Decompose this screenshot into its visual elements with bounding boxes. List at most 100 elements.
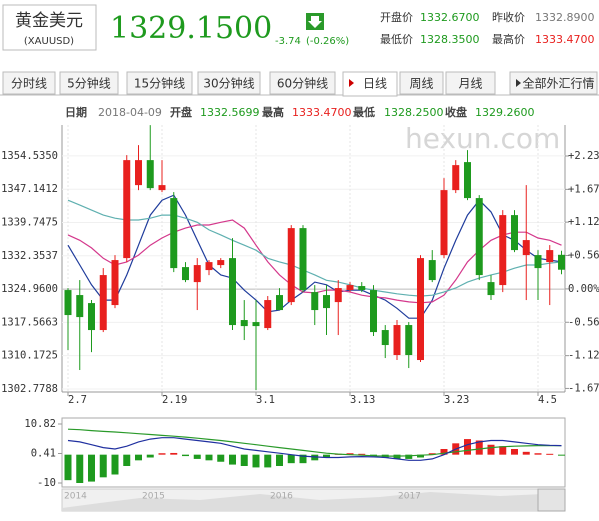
y-tick-label: 1339.7475 [1,216,58,228]
y2-tick-label: 0.00% [568,283,599,295]
watermark: hexun.com [405,122,560,155]
candle-body [135,160,142,186]
tab-label[interactable]: 5分钟线 [67,76,111,91]
tab[interactable] [269,71,336,95]
tab[interactable] [445,71,496,95]
tab[interactable] [59,71,119,95]
indicator-line [67,437,562,461]
name-box [2,4,97,51]
macd-bar [64,454,72,481]
info-label: 最高 [262,105,284,119]
candle-body [158,185,166,191]
tab[interactable] [509,71,598,95]
macd-bar [287,454,295,464]
macd-bar [440,448,448,455]
tab-label[interactable]: 30分钟线 [203,76,254,91]
candle-body [487,282,495,296]
candle-body [323,295,330,309]
candle-body [287,228,295,303]
macd-frame [61,417,566,488]
candle-body [346,285,354,291]
tab-label[interactable]: 分时线 [11,77,47,91]
info-label: 日期 [65,105,87,119]
y2-tick-label: +0.56% [568,250,599,262]
tab-marker [349,79,354,87]
macd-bar [193,454,201,459]
info-value: 1328.2500 [384,106,444,119]
y-tick-label: -10 [37,477,56,489]
tab[interactable] [399,71,444,95]
candle-body [264,300,272,329]
navigator-handle[interactable] [537,488,566,512]
tab-label[interactable]: 日线 [363,77,387,91]
macd-bar [358,453,366,455]
candle-body [334,288,342,303]
x-tick-label: 4.5 [538,394,557,406]
stat-label: 最高价 [492,32,525,46]
change-pct: (-0.26%) [306,36,349,47]
y2-tick-label: -1.67% [568,382,599,394]
candle-body [475,198,483,276]
candle-body [99,275,107,331]
tab-label[interactable]: 月线 [458,77,482,91]
macd-bar [88,454,95,482]
macd-bar [111,454,119,475]
candle-body [546,250,554,263]
macd-bar [546,453,554,455]
candle-body [522,240,530,256]
instrument-code: (XAUUSD) [24,36,74,47]
stat-label: 昨收价 [492,10,525,24]
y-tick-label: 1317.5663 [1,316,58,328]
y2-tick-label: +1.67% [568,183,599,195]
candle-body [428,260,436,281]
candle-body [252,322,260,327]
candle-body [146,160,154,189]
stat-label: 最低价 [380,33,413,46]
tab-label[interactable]: 60分钟线 [277,76,328,91]
tab-label[interactable]: 全部外汇行情 [522,76,594,91]
down-arrow [308,16,322,28]
macd-bar [99,454,107,478]
tab[interactable] [126,71,193,95]
info-value: 1329.2600 [475,106,535,119]
candle-body [370,290,377,333]
y-tick-label: 1310.1725 [1,350,58,362]
candle-body [464,162,471,199]
candle-body [452,165,460,191]
candle-body [240,320,248,327]
y-tick-label: 1347.1412 [1,183,58,195]
tab[interactable] [2,71,56,95]
macd-bar [417,454,424,458]
year-label: 2014 [64,492,87,502]
candle-body [88,303,95,331]
instrument-name: 黄金美元 [15,11,83,31]
macd-bar [534,453,542,455]
macd-bar [217,454,225,462]
macd-bar [146,454,154,458]
macd-bar [464,439,471,455]
indicator-line [67,428,562,457]
macd-bar [264,454,272,468]
x-tick-label: 2.7 [68,394,87,406]
tab-label[interactable]: 15分钟线 [134,76,185,91]
macd-bar [393,454,401,459]
macd-bar [475,440,483,455]
info-label: 最低 [353,105,375,119]
candle-body [76,295,84,318]
candle-body [193,265,201,283]
y2-tick-label: +1.12% [568,216,599,228]
macd-bar [511,448,518,455]
candle-body [123,160,131,259]
macd-bar [123,454,131,466]
tab-label[interactable]: 周线 [409,77,433,91]
y-tick-label: 0.41 [31,448,56,460]
candle-body [393,325,401,356]
macd-bar [487,444,495,455]
macd-bar [229,454,236,465]
candle-body [381,330,389,346]
candle-body [64,290,72,316]
candle-body [534,255,542,269]
year-label: 2017 [398,492,421,502]
tab[interactable] [197,71,261,95]
tab-marker [516,79,521,87]
